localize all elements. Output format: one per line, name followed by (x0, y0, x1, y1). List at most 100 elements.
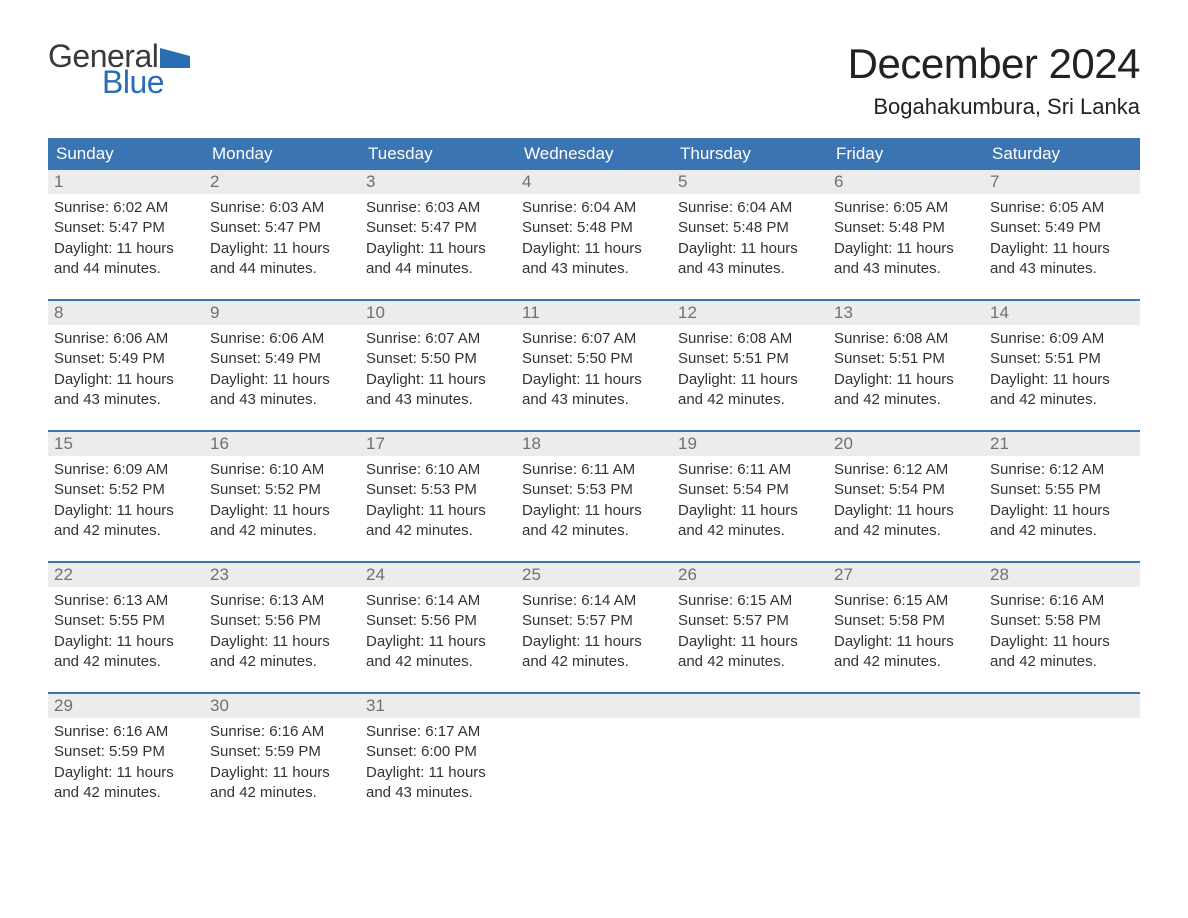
day-details: Sunrise: 6:16 AMSunset: 5:59 PMDaylight:… (48, 718, 204, 803)
calendar-day: 11 Sunrise: 6:07 AMSunset: 5:50 PMDayligh… (516, 301, 672, 416)
daylight-line: Daylight: 11 hours and 42 minutes. (990, 370, 1134, 411)
sunset-line: Sunset: 5:48 PM (522, 218, 666, 238)
sunset-line: Sunset: 5:50 PM (522, 349, 666, 369)
sunrise-line: Sunrise: 6:02 AM (54, 198, 198, 218)
sunrise-line: Sunrise: 6:07 AM (522, 329, 666, 349)
daylight-line: Daylight: 11 hours and 43 minutes. (522, 370, 666, 411)
day-details: Sunrise: 6:05 AMSunset: 5:49 PMDaylight:… (984, 194, 1140, 279)
sunrise-line: Sunrise: 6:12 AM (990, 460, 1134, 480)
calendar-week: 29Sunrise: 6:16 AMSunset: 5:59 PMDayligh… (48, 692, 1140, 809)
day-details: Sunrise: 6:16 AMSunset: 5:58 PMDaylight:… (984, 587, 1140, 672)
daylight-line: Daylight: 11 hours and 42 minutes. (990, 501, 1134, 542)
day-number: 5 (672, 170, 828, 194)
calendar-day: 27Sunrise: 6:15 AMSunset: 5:58 PMDayligh… (828, 563, 984, 678)
calendar-day: 9Sunrise: 6:06 AMSunset: 5:49 PMDaylight… (204, 301, 360, 416)
sunset-line: Sunset: 5:47 PM (210, 218, 354, 238)
sunrise-line: Sunrise: 6:09 AM (990, 329, 1134, 349)
calendar-day: 20Sunrise: 6:12 AMSunset: 5:54 PMDayligh… (828, 432, 984, 547)
day-number: 20 (828, 432, 984, 456)
sunset-line: Sunset: 5:54 PM (678, 480, 822, 500)
sunrise-line: Sunrise: 6:05 AM (834, 198, 978, 218)
daylight-line: Daylight: 11 hours and 43 minutes. (54, 370, 198, 411)
day-number: 27 (828, 563, 984, 587)
sunset-line: Sunset: 5:57 PM (522, 611, 666, 631)
sunset-line: Sunset: 5:50 PM (366, 349, 510, 369)
calendar-header-row: Sunday Monday Tuesday Wednesday Thursday… (48, 138, 1140, 170)
calendar-day: 10Sunrise: 6:07 AMSunset: 5:50 PMDayligh… (360, 301, 516, 416)
day-number: 15 (48, 432, 204, 456)
sunrise-line: Sunrise: 6:06 AM (54, 329, 198, 349)
calendar-day (516, 694, 672, 809)
sunrise-line: Sunrise: 6:11 AM (678, 460, 822, 480)
day-number: 3 (360, 170, 516, 194)
sunset-line: Sunset: 5:47 PM (366, 218, 510, 238)
sunrise-line: Sunrise: 6:11 AM (522, 460, 666, 480)
calendar-day: 7Sunrise: 6:05 AMSunset: 5:49 PMDaylight… (984, 170, 1140, 285)
sunset-line: Sunset: 5:49 PM (990, 218, 1134, 238)
daylight-line: Daylight: 11 hours and 42 minutes. (54, 632, 198, 673)
calendar-day: 21Sunrise: 6:12 AMSunset: 5:55 PMDayligh… (984, 432, 1140, 547)
calendar: Sunday Monday Tuesday Wednesday Thursday… (48, 138, 1140, 809)
sunset-line: Sunset: 5:51 PM (990, 349, 1134, 369)
day-number (672, 694, 828, 718)
logo: General Blue (48, 40, 190, 98)
sunset-line: Sunset: 5:56 PM (210, 611, 354, 631)
daylight-line: Daylight: 11 hours and 42 minutes. (54, 501, 198, 542)
sunrise-line: Sunrise: 6:14 AM (522, 591, 666, 611)
sunrise-line: Sunrise: 6:15 AM (678, 591, 822, 611)
sunset-line: Sunset: 5:48 PM (678, 218, 822, 238)
day-details: Sunrise: 6:14 AMSunset: 5:57 PMDaylight:… (516, 587, 672, 672)
calendar-day: 2Sunrise: 6:03 AMSunset: 5:47 PMDaylight… (204, 170, 360, 285)
sunset-line: Sunset: 5:52 PM (54, 480, 198, 500)
day-number: 29 (48, 694, 204, 718)
calendar-day: 31Sunrise: 6:17 AMSunset: 6:00 PMDayligh… (360, 694, 516, 809)
day-details: Sunrise: 6:08 AMSunset: 5:51 PMDaylight:… (828, 325, 984, 410)
calendar-day: 28Sunrise: 6:16 AMSunset: 5:58 PMDayligh… (984, 563, 1140, 678)
day-number: 24 (360, 563, 516, 587)
day-details: Sunrise: 6:14 AMSunset: 5:56 PMDaylight:… (360, 587, 516, 672)
sunset-line: Sunset: 5:47 PM (54, 218, 198, 238)
day-number: 11 (516, 301, 672, 325)
daylight-line: Daylight: 11 hours and 43 minutes. (210, 370, 354, 411)
sunrise-line: Sunrise: 6:12 AM (834, 460, 978, 480)
daylight-line: Daylight: 11 hours and 43 minutes. (834, 239, 978, 280)
calendar-day: 26Sunrise: 6:15 AMSunset: 5:57 PMDayligh… (672, 563, 828, 678)
calendar-day: 18Sunrise: 6:11 AMSunset: 5:53 PMDayligh… (516, 432, 672, 547)
day-number: 30 (204, 694, 360, 718)
sunrise-line: Sunrise: 6:04 AM (522, 198, 666, 218)
day-number: 31 (360, 694, 516, 718)
day-details: Sunrise: 6:16 AMSunset: 5:59 PMDaylight:… (204, 718, 360, 803)
day-details: Sunrise: 6:03 AMSunset: 5:47 PMDaylight:… (360, 194, 516, 279)
day-details: Sunrise: 6:06 AMSunset: 5:49 PMDaylight:… (204, 325, 360, 410)
day-number: 18 (516, 432, 672, 456)
day-details: Sunrise: 6:12 AMSunset: 5:55 PMDaylight:… (984, 456, 1140, 541)
calendar-day: 29Sunrise: 6:16 AMSunset: 5:59 PMDayligh… (48, 694, 204, 809)
day-details: Sunrise: 6:12 AMSunset: 5:54 PMDaylight:… (828, 456, 984, 541)
sunset-line: Sunset: 5:58 PM (990, 611, 1134, 631)
calendar-week: 22Sunrise: 6:13 AMSunset: 5:55 PMDayligh… (48, 561, 1140, 678)
day-details: Sunrise: 6:04 AMSunset: 5:48 PMDaylight:… (672, 194, 828, 279)
day-label-wed: Wednesday (516, 138, 672, 170)
day-details: Sunrise: 6:09 AMSunset: 5:51 PMDaylight:… (984, 325, 1140, 410)
calendar-day: 1Sunrise: 6:02 AMSunset: 5:47 PMDaylight… (48, 170, 204, 285)
day-number: 26 (672, 563, 828, 587)
sunrise-line: Sunrise: 6:16 AM (990, 591, 1134, 611)
calendar-day: 8Sunrise: 6:06 AMSunset: 5:49 PMDaylight… (48, 301, 204, 416)
sunset-line: Sunset: 5:54 PM (834, 480, 978, 500)
day-number: 6 (828, 170, 984, 194)
daylight-line: Daylight: 11 hours and 42 minutes. (522, 632, 666, 673)
daylight-line: Daylight: 11 hours and 43 minutes. (678, 239, 822, 280)
day-label-sat: Saturday (984, 138, 1140, 170)
calendar-day: 12Sunrise: 6:08 AMSunset: 5:51 PMDayligh… (672, 301, 828, 416)
day-details: Sunrise: 6:11 AMSunset: 5:53 PMDaylight:… (516, 456, 672, 541)
sunrise-line: Sunrise: 6:06 AM (210, 329, 354, 349)
sunset-line: Sunset: 5:51 PM (834, 349, 978, 369)
day-number (828, 694, 984, 718)
logo-text-blue: Blue (102, 66, 190, 98)
day-number: 16 (204, 432, 360, 456)
sunrise-line: Sunrise: 6:03 AM (210, 198, 354, 218)
calendar-week: 1Sunrise: 6:02 AMSunset: 5:47 PMDaylight… (48, 170, 1140, 285)
sunrise-line: Sunrise: 6:14 AM (366, 591, 510, 611)
day-details: Sunrise: 6:05 AMSunset: 5:48 PMDaylight:… (828, 194, 984, 279)
sunrise-line: Sunrise: 6:13 AM (54, 591, 198, 611)
